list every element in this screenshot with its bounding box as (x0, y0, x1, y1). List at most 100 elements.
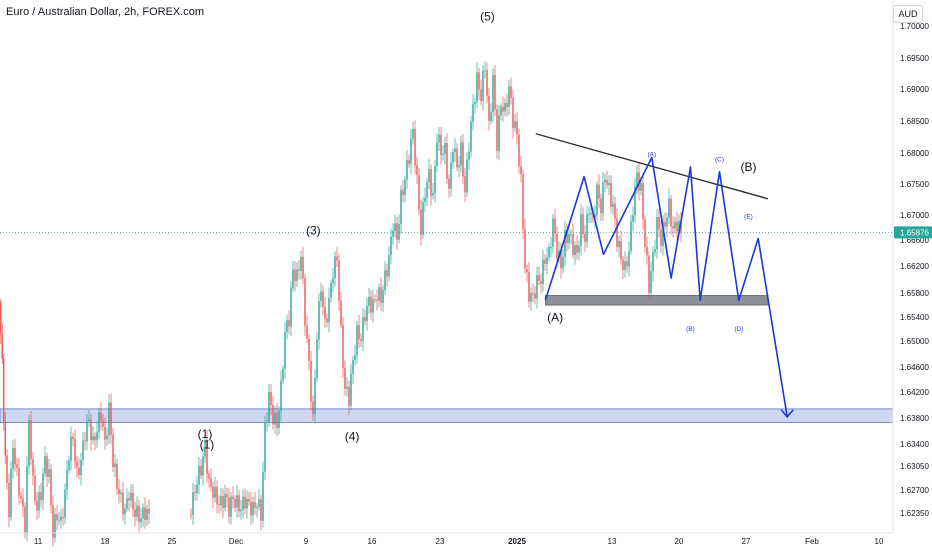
candle-body (330, 283, 332, 298)
candle-body (340, 300, 342, 325)
candle-body (432, 193, 434, 196)
candle-body (380, 287, 382, 303)
candle-body (56, 514, 58, 521)
candle-body (540, 280, 542, 285)
candle-body (322, 291, 324, 307)
candle-body (24, 506, 26, 533)
candle-body (194, 492, 196, 494)
candle-body (6, 455, 8, 484)
candle-body (198, 465, 200, 485)
candle-body (678, 221, 680, 232)
candle-body (460, 142, 462, 166)
candle-body (560, 250, 562, 269)
candle-body (464, 176, 466, 193)
candle-body (232, 496, 234, 499)
candle-body (318, 301, 320, 340)
candle-body (600, 198, 602, 214)
time-axis-tick: Dec (229, 537, 243, 546)
price-axis-tick: 1.66200 (900, 262, 929, 271)
candle-body (370, 296, 372, 313)
chart-title: Euro / Australian Dollar, 2h, FOREX.com (6, 6, 205, 18)
candle-body (20, 495, 22, 499)
time-axis-tick: 18 (101, 537, 110, 546)
candle-body (130, 492, 132, 501)
candle-body (66, 470, 68, 490)
candle-body (200, 465, 202, 476)
candle-body (492, 74, 494, 113)
candle-body (284, 332, 286, 369)
time-axis-tick: 27 (742, 537, 751, 546)
candle-body (220, 495, 222, 506)
candle-body (618, 241, 620, 247)
time-axis-tick: Feb (805, 537, 819, 546)
candle-body (590, 212, 592, 215)
time-axis-tick: 13 (608, 537, 617, 546)
candle-body (500, 106, 502, 116)
candle-body (358, 325, 360, 340)
candle-body (26, 466, 28, 533)
candle-body (562, 257, 564, 269)
candle-body (456, 148, 458, 168)
elliott-wave-label: (3) (306, 223, 321, 237)
candle-body (662, 222, 664, 246)
candle-body (504, 103, 506, 112)
candle-body (516, 121, 518, 135)
candle-body (484, 70, 486, 72)
candle-body (386, 270, 388, 277)
candle-body (292, 269, 294, 288)
candle-body (362, 317, 364, 342)
candle-body (38, 492, 40, 511)
candle-body (96, 432, 98, 441)
candle-body (136, 505, 138, 517)
candle-body (214, 486, 216, 498)
candle-body (248, 498, 250, 502)
candle-body (482, 71, 484, 101)
candle-body (676, 221, 678, 232)
candle-body (40, 492, 42, 501)
candle-body (14, 447, 16, 465)
candle-body (236, 495, 238, 508)
candle-body (132, 492, 134, 510)
price-axis-tick: 1.64200 (900, 388, 929, 397)
candle-body (436, 142, 438, 166)
candle-body (506, 103, 508, 107)
price-axis-tick: 1.62350 (900, 509, 929, 518)
candle-body (570, 234, 572, 236)
candle-body (646, 246, 648, 256)
candle-body (224, 493, 226, 508)
candle-body (636, 172, 638, 187)
candle-body (348, 386, 350, 406)
candle-body (574, 245, 576, 256)
candle-body (144, 507, 146, 520)
candle-body (670, 198, 672, 227)
candle-body (584, 234, 586, 242)
candle-body (44, 456, 46, 474)
candle-body (22, 498, 24, 507)
candle-body (74, 439, 76, 462)
candle-body (32, 459, 34, 476)
candle-body (146, 508, 148, 520)
candle-body (254, 502, 256, 508)
candle-body (654, 249, 656, 253)
candle-body (446, 143, 448, 179)
candle-body (650, 271, 652, 293)
elliott-wave-label: (1) (198, 427, 213, 441)
candle-body (672, 226, 674, 229)
candle-body (64, 489, 66, 518)
candle-body (312, 401, 314, 414)
candle-body (394, 223, 396, 231)
candle-body (420, 209, 422, 235)
candle-body (522, 174, 524, 230)
candle-body (424, 197, 426, 203)
price-axis-tick: 1.64600 (900, 363, 929, 372)
candle-body (554, 218, 556, 234)
triangle-upper-trendline (535, 133, 769, 200)
candle-body (514, 121, 516, 129)
price-axis-tick: 1.63400 (900, 440, 929, 449)
candle-body (536, 275, 538, 299)
candle-body (410, 138, 412, 164)
candle-body (12, 447, 14, 469)
currency-button[interactable]: AUD (893, 5, 923, 23)
candle-body (94, 436, 96, 441)
